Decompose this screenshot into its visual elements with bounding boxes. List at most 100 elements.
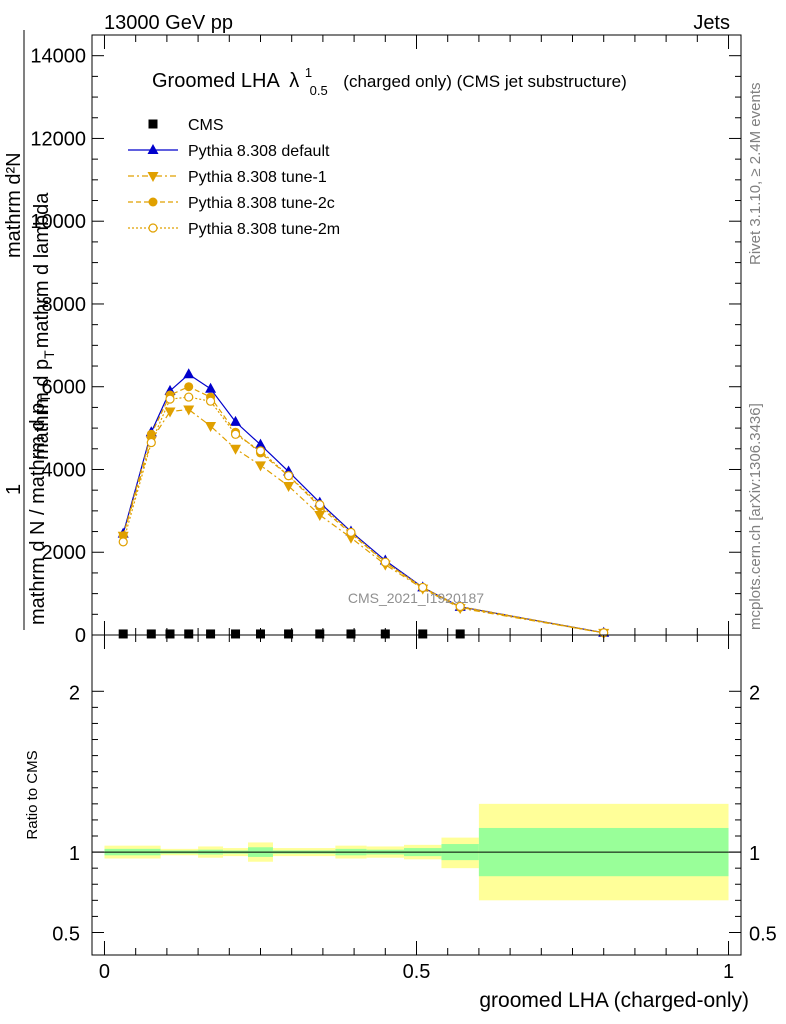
- data-point-pythia-8-308-tune-2m: [118, 537, 128, 547]
- ratio-bands: [92, 803, 741, 901]
- ylabel-numer: mathrm d²N: [3, 152, 25, 258]
- legend-label: Pythia 8.308 tune-2m: [188, 221, 340, 238]
- data-point-cms: [118, 629, 128, 639]
- header-left: 13000 GeV pp: [104, 12, 233, 34]
- data-point-cms: [165, 629, 175, 639]
- data-point-cms: [455, 629, 465, 639]
- ratio-xtick-label: 0.5: [403, 961, 431, 983]
- data-point-pythia-8-308-default: [205, 382, 217, 393]
- legend-marker: [148, 119, 158, 129]
- legend-item-pythia-8-308-tune-2m: Pythia 8.308 tune-2m: [128, 221, 340, 238]
- data-point-cms: [255, 629, 265, 639]
- data-point-cms: [284, 629, 294, 639]
- data-point-pythia-8-308-tune-2m: [315, 500, 325, 510]
- legend-marker: [148, 197, 158, 207]
- main-ytick-label: 2000: [42, 542, 87, 564]
- main-ylabel: mathrm d pTmathrm d lambda mathrm d²N 1 …: [3, 30, 57, 630]
- series-cms: [118, 629, 465, 639]
- legend-marker: [147, 172, 159, 182]
- main-ytick-label: 14000: [30, 46, 86, 68]
- ylabel-n-denom: mathrm d N / mathrm d pT: [27, 394, 53, 625]
- data-point-cms: [206, 629, 216, 639]
- data-point-pythia-8-308-tune-2m: [230, 429, 241, 439]
- title-lambda: λ: [289, 70, 299, 92]
- main-series-group: [117, 368, 610, 639]
- ratio-axis-ticks: 0.5 0.5 1 1 2 2 0 0.5 1: [52, 635, 777, 983]
- data-point-pythia-8-308-tune-1: [314, 511, 326, 521]
- data-point-pythia-8-308-default: [230, 415, 242, 426]
- legend-item-pythia-8-308-tune-1: Pythia 8.308 tune-1: [128, 169, 327, 186]
- title-sup: 1: [305, 65, 312, 80]
- data-point-pythia-8-308-tune-1: [205, 422, 217, 433]
- main-ytick-label: 4000: [42, 459, 87, 481]
- main-axis-ticks: 0 2000 4000 6000 8000 10000 12000 14000: [30, 35, 741, 647]
- legend-item-pythia-8-308-default: Pythia 8.308 default: [128, 143, 330, 160]
- data-point-pythia-8-308-tune-1: [254, 461, 266, 472]
- ratio-panel: 0.5 0.5 1 1 2 2 0 0.5 1 Ratio to CMS groomed LHA…: [24, 634, 777, 1012]
- data-point-pythia-8-308-tune-2m: [165, 394, 175, 404]
- title-rest: (charged only) (CMS jet substructure): [343, 72, 626, 91]
- data-point-pythia-8-308-default: [254, 438, 266, 449]
- data-point-pythia-8-308-tune-2m: [146, 437, 156, 448]
- ratio-ytick-label: 1: [69, 843, 80, 865]
- main-ytick-label: 6000: [42, 377, 87, 399]
- data-point-cms: [315, 629, 325, 639]
- legend-marker: [148, 223, 158, 233]
- data-point-cms: [231, 629, 241, 639]
- data-point-cms: [418, 629, 428, 639]
- watermark: CMS_2021_I1920187: [348, 590, 484, 606]
- ratio-ylabel: Ratio to CMS: [24, 750, 41, 839]
- main-panel: 0 2000 4000 6000 8000 10000 12000 14000 CMS_202…: [3, 30, 742, 647]
- ratio-xlabel: groomed LHA (charged-only): [479, 989, 749, 1012]
- ratio-xtick-label: 1: [723, 961, 734, 983]
- legend: CMS Pythia 8.308 default Pythia 8.308 tune…: [128, 117, 340, 238]
- legend-marker: [147, 144, 159, 154]
- data-point-pythia-8-308-tune-2m: [184, 392, 194, 402]
- legend-label: Pythia 8.308 tune-1: [188, 169, 327, 186]
- ratio-ytick-label: 2: [69, 682, 80, 704]
- data-point-cms: [184, 629, 194, 639]
- ratio-ytick-label-right: 1: [749, 843, 760, 865]
- data-point-pythia-8-308-tune-1: [183, 405, 195, 416]
- data-point-pythia-8-308-tune-2m: [380, 557, 390, 567]
- data-point-pythia-8-308-tune-2c: [184, 382, 194, 392]
- data-point-pythia-8-308-tune-1: [230, 444, 242, 455]
- legend-label: Pythia 8.308 default: [188, 143, 330, 160]
- data-point-pythia-8-308-tune-2m: [205, 396, 216, 406]
- rivet-label: Rivet 3.1.10, ≥ 2.4M events: [747, 83, 764, 266]
- data-point-cms: [346, 629, 356, 639]
- ratio-frame: [91, 634, 742, 956]
- data-point-cms: [146, 629, 156, 639]
- data-point-pythia-8-308-default: [183, 368, 195, 379]
- data-point-cms: [380, 629, 390, 639]
- ylabel-one: 1: [3, 484, 25, 495]
- data-point-pythia-8-308-tune-1: [283, 482, 295, 493]
- series-pythia-8-308-tune-2m: [118, 392, 609, 638]
- main-ytick-label: 8000: [42, 294, 87, 316]
- legend-item-cms: CMS: [148, 117, 224, 134]
- ylabel-sub: T: [41, 350, 57, 359]
- data-point-pythia-8-308-tune-2m: [346, 527, 356, 537]
- header-right: Jets: [693, 12, 730, 34]
- data-point-pythia-8-308-tune-2m: [418, 582, 428, 593]
- data-point-pythia-8-308-tune-1: [164, 407, 176, 418]
- legend-label: CMS: [188, 117, 224, 134]
- main-title: Groomed LHA λ 1 0.5 (charged only) (CMS …: [152, 60, 627, 100]
- legend-label: Pythia 8.308 tune-2c: [188, 195, 335, 212]
- ratio-ytick-label-right: 0.5: [749, 923, 777, 945]
- data-point-pythia-8-308-tune-2m: [455, 601, 465, 612]
- main-ytick-label: 0: [75, 625, 86, 647]
- ratio-ytick-label: 0.5: [52, 923, 80, 945]
- title-main: Groomed LHA: [152, 70, 280, 92]
- ratio-ytick-label-right: 2: [749, 682, 760, 704]
- data-point-pythia-8-308-tune-2m: [283, 471, 294, 481]
- ylabel-denom-a: mathrm d pTmathrm d lambda: [31, 192, 57, 460]
- main-ytick-label: 12000: [30, 128, 86, 150]
- title-sub: 0.5: [310, 83, 328, 98]
- main-ytick-label: 10000: [30, 211, 86, 233]
- ratio-xtick-label: 0: [99, 961, 110, 983]
- legend-item-pythia-8-308-tune-2c: Pythia 8.308 tune-2c: [128, 195, 335, 212]
- data-point-pythia-8-308-tune-2m: [255, 446, 266, 456]
- mcplots-label: mcplots.cern.ch [arXiv:1306.3436]: [747, 403, 764, 630]
